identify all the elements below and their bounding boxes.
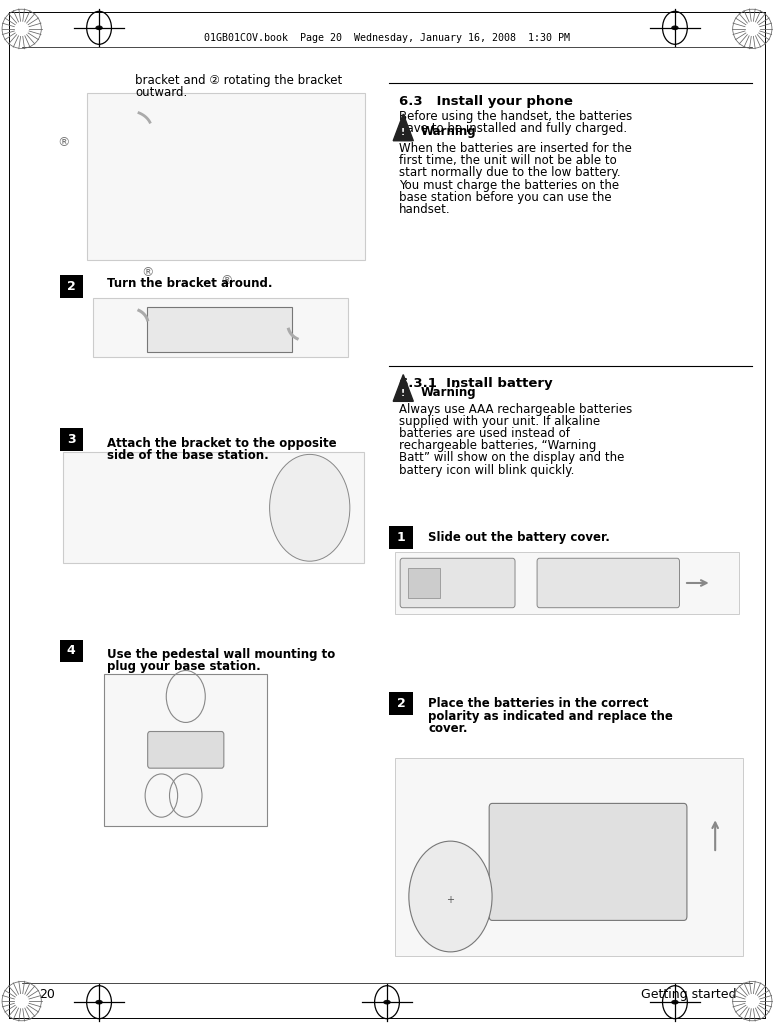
FancyBboxPatch shape <box>408 569 440 597</box>
FancyBboxPatch shape <box>60 275 83 298</box>
Text: battery icon will blink quickly.: battery icon will blink quickly. <box>399 464 574 477</box>
Text: 4: 4 <box>67 645 76 657</box>
FancyBboxPatch shape <box>93 298 348 357</box>
Text: 2: 2 <box>396 697 406 710</box>
Text: start normally due to the low battery.: start normally due to the low battery. <box>399 167 620 179</box>
Text: Attach the bracket to the opposite: Attach the bracket to the opposite <box>107 437 337 450</box>
Ellipse shape <box>383 1000 391 1004</box>
Text: ®: ® <box>220 274 232 286</box>
Text: 1: 1 <box>396 531 406 544</box>
FancyBboxPatch shape <box>104 674 267 826</box>
Text: 6.3.1  Install battery: 6.3.1 Install battery <box>399 377 552 390</box>
Circle shape <box>409 842 492 952</box>
FancyBboxPatch shape <box>147 307 292 351</box>
Text: outward.: outward. <box>135 87 188 99</box>
Text: Turn the bracket around.: Turn the bracket around. <box>107 277 272 289</box>
Text: Batt” will show on the display and the: Batt” will show on the display and the <box>399 451 624 465</box>
Text: Getting started: Getting started <box>642 989 737 1001</box>
Text: Slide out the battery cover.: Slide out the battery cover. <box>428 531 610 544</box>
Text: +: + <box>447 895 454 905</box>
Text: base station before you can use the: base station before you can use the <box>399 191 611 204</box>
FancyBboxPatch shape <box>395 552 739 614</box>
Text: side of the base station.: side of the base station. <box>107 449 269 461</box>
Ellipse shape <box>671 26 679 30</box>
FancyBboxPatch shape <box>395 758 743 956</box>
Circle shape <box>269 454 350 561</box>
Text: ®: ® <box>57 136 70 149</box>
Polygon shape <box>393 114 413 141</box>
Text: You must charge the batteries on the: You must charge the batteries on the <box>399 178 618 192</box>
Text: 01GB01COV.book  Page 20  Wednesday, January 16, 2008  1:30 PM: 01GB01COV.book Page 20 Wednesday, Januar… <box>204 33 570 43</box>
Text: Use the pedestal wall mounting to: Use the pedestal wall mounting to <box>107 648 335 661</box>
Ellipse shape <box>95 1000 103 1004</box>
FancyBboxPatch shape <box>389 526 413 549</box>
Ellipse shape <box>671 1000 679 1004</box>
Text: 3: 3 <box>67 434 76 446</box>
FancyBboxPatch shape <box>87 93 365 260</box>
Text: batteries are used instead of: batteries are used instead of <box>399 427 570 440</box>
FancyBboxPatch shape <box>389 692 413 715</box>
Text: Warning: Warning <box>420 386 476 399</box>
Text: !: ! <box>401 128 406 137</box>
FancyBboxPatch shape <box>60 640 83 662</box>
FancyBboxPatch shape <box>60 428 83 451</box>
Text: cover.: cover. <box>428 722 467 734</box>
Text: Before using the handset, the batteries: Before using the handset, the batteries <box>399 110 632 123</box>
Text: ®: ® <box>142 267 154 279</box>
Text: supplied with your unit. If alkaline: supplied with your unit. If alkaline <box>399 415 600 427</box>
Text: 6.3   Install your phone: 6.3 Install your phone <box>399 95 573 108</box>
FancyBboxPatch shape <box>148 731 224 768</box>
Text: 20: 20 <box>39 989 55 1001</box>
FancyBboxPatch shape <box>537 558 680 608</box>
Text: Warning: Warning <box>420 126 476 138</box>
Text: handset.: handset. <box>399 203 450 216</box>
Text: rechargeable batteries, “Warning: rechargeable batteries, “Warning <box>399 439 596 452</box>
Ellipse shape <box>95 26 103 30</box>
Text: Place the batteries in the correct: Place the batteries in the correct <box>428 697 649 711</box>
FancyBboxPatch shape <box>400 558 515 608</box>
Text: 2: 2 <box>67 280 76 293</box>
Text: plug your base station.: plug your base station. <box>107 660 261 673</box>
Text: When the batteries are inserted for the: When the batteries are inserted for the <box>399 142 632 156</box>
Text: !: ! <box>401 388 406 398</box>
Text: polarity as indicated and replace the: polarity as indicated and replace the <box>428 710 673 723</box>
Text: bracket and ② rotating the bracket: bracket and ② rotating the bracket <box>135 74 343 88</box>
Text: have to be installed and fully charged.: have to be installed and fully charged. <box>399 123 627 135</box>
Polygon shape <box>393 375 413 402</box>
FancyBboxPatch shape <box>489 803 687 921</box>
FancyBboxPatch shape <box>63 452 364 563</box>
Text: Always use AAA rechargeable batteries: Always use AAA rechargeable batteries <box>399 403 632 416</box>
Text: first time, the unit will not be able to: first time, the unit will not be able to <box>399 154 616 167</box>
